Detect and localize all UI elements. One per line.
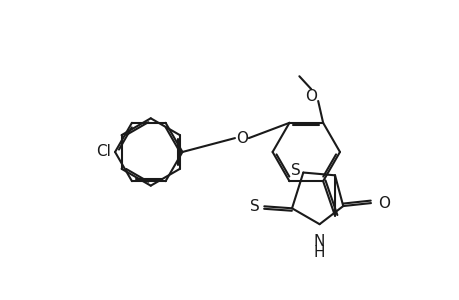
Text: S: S — [249, 199, 259, 214]
Text: S: S — [290, 163, 300, 178]
Text: O: O — [305, 88, 317, 104]
Text: H: H — [313, 245, 325, 260]
Text: methoxy: methoxy — [311, 82, 317, 83]
Text: O: O — [235, 130, 247, 146]
Text: Cl: Cl — [96, 145, 111, 160]
Text: O: O — [377, 196, 389, 211]
Text: N: N — [313, 234, 325, 249]
